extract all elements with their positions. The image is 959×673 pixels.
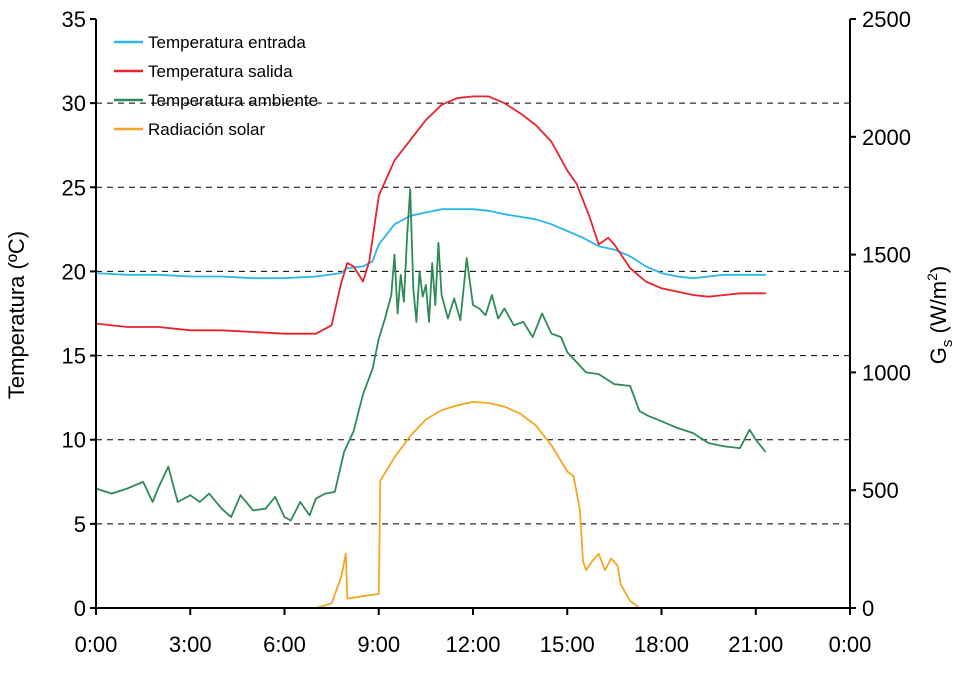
y2-tick-label: 2000 xyxy=(862,125,911,150)
y-tick-label: 15 xyxy=(62,344,86,369)
y2-tick-label: 0 xyxy=(862,596,874,621)
series-line-3 xyxy=(95,401,767,609)
series-line-2 xyxy=(95,188,767,522)
y-tick-label: 0 xyxy=(74,596,86,621)
tick-labels: 0 5 10 15 20 25 30 35 0 500 1000 1500 2000 2500 0:00 3:… xyxy=(62,7,911,657)
y-tick-label: 20 xyxy=(62,259,86,284)
y-tick-label: 5 xyxy=(74,512,86,537)
x-tick-label: 21:00 xyxy=(728,632,783,657)
y2-tick-label: 2500 xyxy=(862,7,911,32)
y2-axis-title-unit-open: (W/m xyxy=(926,281,951,340)
y-tick-label: 10 xyxy=(62,428,86,453)
legend-label-1: Temperatura salida xyxy=(148,62,293,81)
y2-axis-title-sub: s xyxy=(939,340,956,348)
y-tick-label: 35 xyxy=(62,7,86,32)
y-tick-label: 25 xyxy=(62,175,86,200)
x-tick-label: 9:00 xyxy=(357,632,400,657)
axes xyxy=(90,18,856,615)
legend-label-2: Temperatura ambiente xyxy=(148,91,318,110)
series-line-1 xyxy=(95,95,767,335)
x-tick-label: 0:00 xyxy=(75,632,118,657)
y2-axis-title-main: G xyxy=(926,347,951,364)
y2-axis-title-unit-sup: 2 xyxy=(924,273,940,281)
x-tick-label: 6:00 xyxy=(263,632,306,657)
y2-tick-label: 1000 xyxy=(862,360,911,385)
series-lines xyxy=(95,95,767,609)
x-tick-label: 3:00 xyxy=(169,632,212,657)
gridlines xyxy=(96,102,850,525)
legend-label-0: Temperatura entrada xyxy=(148,33,306,52)
y2-tick-label: 500 xyxy=(862,478,899,503)
y2-axis-title: Gs (W/m2) xyxy=(924,266,956,364)
series-line-0 xyxy=(95,208,767,280)
legend-label-3: Radiación solar xyxy=(148,120,266,139)
y-axis-title: Temperatura (ºC) xyxy=(4,231,29,399)
y-tick-label: 30 xyxy=(62,91,86,116)
x-tick-label: 15:00 xyxy=(540,632,595,657)
legend: Temperatura entrada Temperatura salida Tem… xyxy=(114,33,318,139)
x-tick-label: 0:00 xyxy=(829,632,872,657)
y2-tick-label: 1500 xyxy=(862,243,911,268)
x-tick-label: 12:00 xyxy=(445,632,500,657)
x-tick-label: 18:00 xyxy=(634,632,689,657)
y2-axis-title-unit-close: ) xyxy=(926,266,951,273)
